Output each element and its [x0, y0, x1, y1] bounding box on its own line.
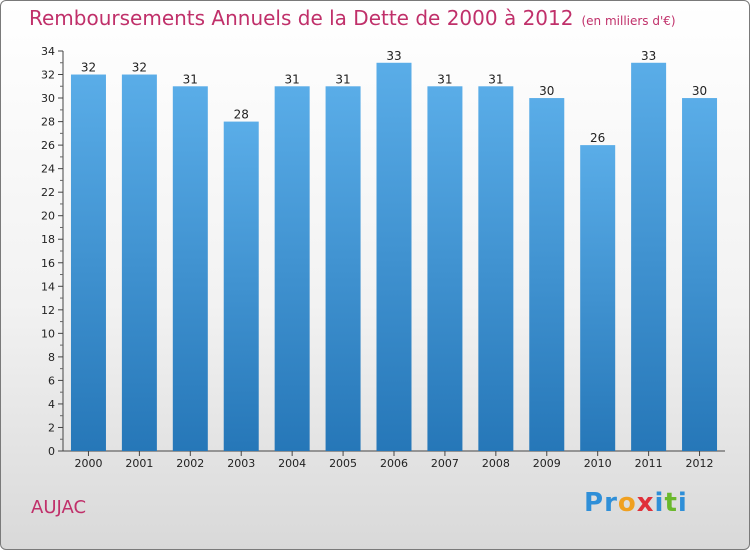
x-tick-label: 2009: [533, 457, 561, 470]
x-tick-label: 2010: [584, 457, 612, 470]
y-tick-label: 28: [41, 116, 55, 129]
x-tick-label: 2004: [278, 457, 306, 470]
data-label: 28: [234, 108, 249, 122]
y-tick-label: 20: [41, 210, 55, 223]
data-label: 31: [335, 72, 350, 86]
y-tick-label: 26: [41, 139, 55, 152]
x-tick-label: 2011: [635, 457, 663, 470]
brand-letter: t: [664, 488, 678, 518]
x-tick-label: 2012: [686, 457, 714, 470]
data-label: 31: [437, 72, 452, 86]
chart-title: Remboursements Annuels de la Dette de 20…: [29, 6, 676, 30]
x-tick-label: 2008: [482, 457, 510, 470]
y-tick-label: 24: [41, 163, 55, 176]
y-tick-label: 22: [41, 186, 55, 199]
bar: [172, 86, 208, 451]
x-tick-label: 2003: [227, 457, 255, 470]
place-name: AUJAC: [31, 497, 87, 518]
x-tick-label: 2006: [380, 457, 408, 470]
bar: [631, 62, 667, 451]
y-tick-label: 12: [41, 304, 55, 317]
bars: [70, 62, 718, 452]
bar: [580, 145, 616, 451]
brand-logo: Proxiti: [584, 488, 688, 518]
y-tick-label: 30: [41, 92, 55, 105]
x-tick-label: 2002: [176, 457, 204, 470]
x-tick-label: 2000: [74, 457, 102, 470]
bar: [223, 121, 259, 452]
title-main: Remboursements Annuels de la Dette de 20…: [29, 6, 574, 30]
bar: [376, 62, 412, 451]
x-tick-label: 2005: [329, 457, 357, 470]
data-label: 26: [590, 131, 605, 145]
bar: [325, 86, 361, 451]
y-tick-label: 4: [48, 398, 55, 411]
y-tick-label: 16: [41, 257, 55, 270]
y-tick-label: 18: [41, 233, 55, 246]
bar: [121, 74, 157, 451]
labels: 32 2000 32 2001 31 2002 28 2003 31 2004 31 2005 33 20…: [74, 49, 713, 470]
x-tick-label: 2001: [125, 457, 153, 470]
data-label: 30: [539, 84, 554, 98]
bar: [274, 86, 310, 451]
y-tick-label: 0: [48, 445, 55, 458]
data-label: 30: [692, 84, 707, 98]
data-label: 33: [386, 49, 401, 63]
x-tick-label: 2007: [431, 457, 459, 470]
bar: [478, 86, 514, 451]
y-tick-label: 34: [41, 45, 55, 58]
y-tick-label: 8: [48, 351, 55, 364]
brand-letter: i: [677, 488, 688, 518]
bar: [529, 98, 565, 451]
y-tick-label: 10: [41, 327, 55, 340]
title-unit: (en milliers d'€): [581, 14, 676, 28]
data-label: 32: [132, 61, 147, 75]
brand-letter: i: [654, 488, 665, 518]
brand-letter: x: [636, 488, 655, 518]
y-tick-label: 14: [41, 280, 55, 293]
data-label: 31: [488, 72, 503, 86]
bar: [427, 86, 463, 451]
data-label: 32: [81, 61, 96, 75]
y-tick-label: 2: [48, 421, 55, 434]
brand-letter: o: [617, 488, 637, 518]
data-label: 31: [183, 72, 198, 86]
bar: [70, 74, 106, 451]
data-label: 33: [641, 49, 656, 63]
y-tick-label: 32: [41, 69, 55, 82]
brand-letter: r: [604, 488, 618, 518]
bar: [682, 98, 718, 451]
data-label: 31: [285, 72, 300, 86]
brand-letter: P: [584, 488, 605, 518]
y-tick-label: 6: [48, 374, 55, 387]
